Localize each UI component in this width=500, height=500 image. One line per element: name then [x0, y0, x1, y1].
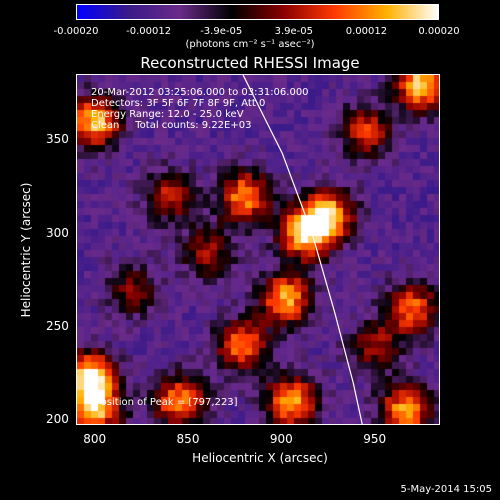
colorbar-tick-label: -0.00020: [53, 26, 99, 37]
x-tick-label: 900: [269, 432, 293, 446]
annotation-detectors: Detectors: 3F 5F 6F 7F 8F 9F, Att 0: [91, 98, 266, 109]
annotation-energy-range: Energy Range: 12.0 - 25.0 keV: [91, 109, 244, 120]
y-tick-label: 250: [46, 319, 69, 334]
x-axis-label: Heliocentric X (arcsec): [192, 451, 328, 465]
y-tick-label: 300: [46, 225, 69, 240]
y-tick-label: 200: [46, 412, 69, 427]
heatmap-image: [77, 75, 439, 424]
colorbar-units: (photons cm⁻² s⁻¹ asec⁻²): [185, 39, 315, 50]
x-tick-label: 800: [83, 432, 107, 446]
colorbar-tick-label: 0.00012: [345, 26, 388, 37]
colorbar-tick-label: -0.00012: [126, 26, 172, 37]
annotation-peak-position: Position of Peak = [797,223]: [95, 397, 238, 408]
x-tick-label: 950: [363, 432, 387, 446]
solar-limb-curve: [242, 75, 363, 424]
annotation-time-range: 20-Mar-2012 03:25:06.000 to 03:31:06.000: [91, 87, 309, 98]
datestamp: 5-May-2014 15:05: [400, 484, 492, 495]
chart-title: Reconstructed RHESSI Image: [140, 54, 360, 72]
colorbar-tick-label: 3.9e-05: [274, 26, 313, 37]
colorbar-tick-label: -3.9e-05: [200, 26, 243, 37]
y-axis-label: Heliocentric Y (arcsec): [19, 182, 33, 318]
colorbar-tick-label: 0.00020: [418, 26, 460, 37]
y-tick-label: 350: [46, 132, 69, 147]
colorbar: [76, 4, 439, 20]
x-tick-label: 850: [176, 432, 200, 446]
plot-area: 20-Mar-2012 03:25:06.000 to 03:31:06.000…: [76, 74, 440, 425]
annotation-clean: Clean Total counts: 9.22E+03: [91, 120, 252, 131]
